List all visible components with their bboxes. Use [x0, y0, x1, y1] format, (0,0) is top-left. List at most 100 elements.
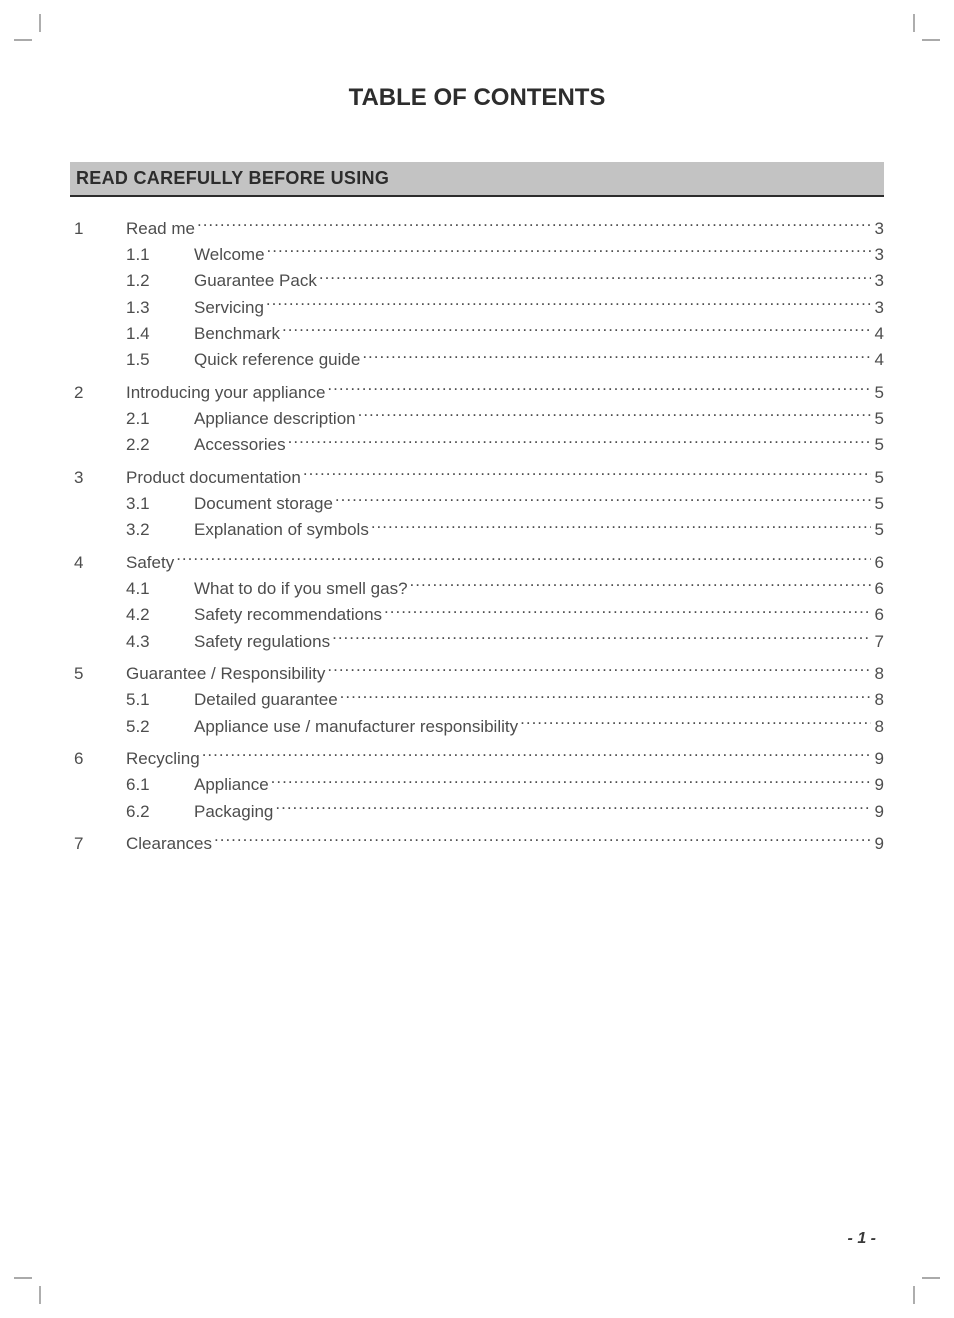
toc-entry-minor: 1.1Welcome 3 — [70, 241, 884, 267]
toc-page: 8 — [871, 662, 884, 687]
toc-label: Appliance use / manufacturer responsibil… — [194, 715, 518, 740]
toc-number: 6.1 — [126, 773, 194, 798]
toc-leader — [200, 745, 871, 764]
toc-label: Clearances — [126, 832, 212, 857]
toc-number: 2.1 — [126, 407, 194, 432]
toc-page: 5 — [871, 407, 884, 432]
toc-page: 3 — [871, 296, 884, 321]
toc-number: 5 — [70, 662, 126, 687]
toc-page: 3 — [871, 217, 884, 242]
toc-label: Safety regulations — [194, 630, 330, 655]
toc-label: Quick reference guide — [194, 348, 360, 373]
toc-leader — [269, 772, 871, 791]
toc-leader — [356, 405, 871, 424]
toc-leader — [273, 798, 870, 817]
toc-entry-major: 2Introducing your appliance5 — [70, 379, 884, 405]
toc-entry-minor: 2.2Accessories 5 — [70, 432, 884, 458]
toc-entry-minor: 3.2Explanation of symbols5 — [70, 517, 884, 543]
toc-label: Product documentation — [126, 466, 301, 491]
toc-leader — [338, 687, 871, 706]
toc-number: 3.1 — [126, 492, 194, 517]
toc-page: 9 — [871, 747, 884, 772]
toc-page: 8 — [871, 715, 884, 740]
toc-entry-minor: 1.4Benchmark4 — [70, 320, 884, 346]
toc-entry-minor: 3.1Document storage5 — [70, 490, 884, 516]
toc-number: 2.2 — [126, 433, 194, 458]
toc-label: Detailed guarantee — [194, 688, 338, 713]
toc-label: Benchmark — [194, 322, 280, 347]
toc-leader — [301, 464, 871, 483]
toc-label: Recycling — [126, 747, 200, 772]
toc-number: 6.2 — [126, 800, 194, 825]
toc-leader — [317, 268, 871, 287]
toc-entry-minor: 1.3Servicing3 — [70, 294, 884, 320]
toc-leader — [408, 575, 871, 594]
toc-label: Welcome — [194, 243, 265, 268]
toc-entry-major: 1Read me 3 — [70, 215, 884, 241]
toc-entry-minor: 4.3Safety regulations 7 — [70, 628, 884, 654]
toc-number: 4.3 — [126, 630, 194, 655]
toc-page: 5 — [871, 433, 884, 458]
toc-entry-minor: 1.2Guarantee Pack 3 — [70, 268, 884, 294]
toc-leader — [325, 660, 870, 679]
toc-entry-minor: 1.5Quick reference guide 4 — [70, 347, 884, 373]
toc-label: Safety recommendations — [194, 603, 382, 628]
table-of-contents: 1Read me31.1Welcome31.2Guarantee Pack31.… — [70, 215, 884, 857]
toc-page: 4 — [871, 348, 884, 373]
toc-entry-minor: 5.1Detailed guarantee8 — [70, 687, 884, 713]
toc-leader — [280, 320, 871, 339]
toc-label: Introducing your appliance — [126, 381, 325, 406]
crop-mark-bl — [14, 1266, 52, 1304]
toc-number: 1.5 — [126, 348, 194, 373]
toc-page: 6 — [871, 603, 884, 628]
toc-entry-major: 3Product documentation 5 — [70, 464, 884, 490]
toc-number: 1 — [70, 217, 126, 242]
toc-page: 5 — [871, 466, 884, 491]
toc-number: 5.1 — [126, 688, 194, 713]
toc-leader — [265, 241, 871, 260]
page-number: - 1 - — [848, 1230, 876, 1248]
toc-leader — [369, 517, 871, 536]
toc-label: Guarantee Pack — [194, 269, 317, 294]
toc-label: What to do if you smell gas? — [194, 577, 408, 602]
toc-page: 7 — [871, 630, 884, 655]
toc-leader — [518, 713, 870, 732]
toc-number: 3 — [70, 466, 126, 491]
toc-leader — [286, 432, 871, 451]
toc-label: Explanation of symbols — [194, 518, 369, 543]
toc-leader — [382, 602, 870, 621]
toc-label: Safety — [126, 551, 174, 576]
toc-number: 1.2 — [126, 269, 194, 294]
toc-entry-minor: 5.2Appliance use / manufacturer responsi… — [70, 713, 884, 739]
toc-entry-major: 6Recycling 9 — [70, 745, 884, 771]
toc-entry-minor: 6.2Packaging 9 — [70, 798, 884, 824]
toc-label: Guarantee / Responsibility — [126, 662, 325, 687]
toc-page: 3 — [871, 243, 884, 268]
toc-number: 4.2 — [126, 603, 194, 628]
toc-label: Accessories — [194, 433, 286, 458]
toc-label: Read me — [126, 217, 195, 242]
toc-label: Appliance — [194, 773, 269, 798]
toc-leader — [195, 215, 871, 234]
toc-label: Appliance description — [194, 407, 356, 432]
toc-entry-major: 7Clearances9 — [70, 830, 884, 856]
toc-page: 9 — [871, 800, 884, 825]
toc-number: 6 — [70, 747, 126, 772]
toc-number: 3.2 — [126, 518, 194, 543]
toc-leader — [330, 628, 870, 647]
toc-page: 3 — [871, 269, 884, 294]
toc-leader — [333, 490, 871, 509]
toc-page: 5 — [871, 381, 884, 406]
toc-page: 9 — [871, 773, 884, 798]
toc-label: Packaging — [194, 800, 273, 825]
toc-leader — [360, 347, 870, 366]
crop-mark-br — [902, 1266, 940, 1304]
toc-number: 1.4 — [126, 322, 194, 347]
toc-number: 1.1 — [126, 243, 194, 268]
toc-label: Document storage — [194, 492, 333, 517]
toc-number: 1.3 — [126, 296, 194, 321]
section-banner: READ CAREFULLY BEFORE USING — [70, 162, 884, 197]
toc-leader — [174, 549, 870, 568]
toc-number: 4 — [70, 551, 126, 576]
toc-leader — [264, 294, 871, 313]
